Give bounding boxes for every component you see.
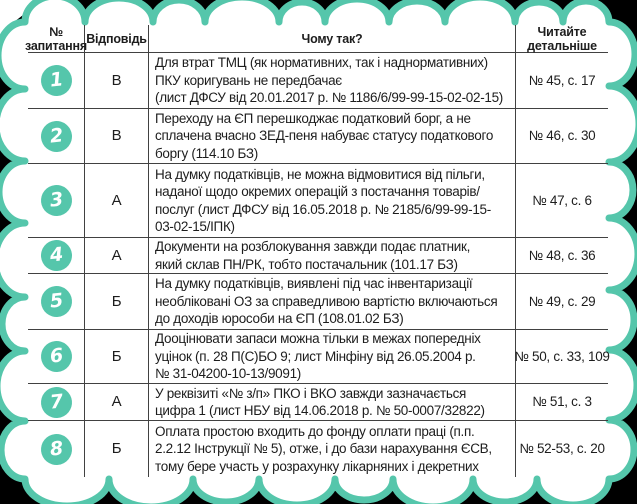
question-number-badge: 8 — [38, 431, 74, 467]
table-row-7-answer: А — [85, 384, 149, 421]
question-number-badge: 2 — [38, 118, 74, 154]
table-row-8-why: Оплата простою входить до фонду оплати п… — [149, 421, 516, 477]
table-row-1-read-more: № 45, с. 17 — [516, 53, 608, 109]
table-row-3-answer: А — [85, 164, 149, 238]
question-number-badge: 1 — [38, 63, 74, 98]
column-header-read-more: Читайте детальніше — [516, 25, 608, 53]
question-number-badge: 6 — [38, 339, 74, 374]
table-row-4-read-more: № 48, с. 36 — [516, 238, 608, 274]
table-row-4-number-cell: 4 — [28, 238, 85, 274]
table-row-6-why: Дооцінювати запаси можна тільки в межах … — [149, 330, 516, 384]
table-row-4-answer: А — [85, 238, 149, 274]
table-row-1-number-cell: 1 — [28, 53, 85, 109]
table-row-7-why: У реквізиті «№ з/п» ПКО і ВКО завжди заз… — [149, 384, 516, 421]
table-row-6-read-more: № 50, с. 33, 109 — [514, 330, 610, 384]
question-number-badge: 4 — [38, 238, 74, 273]
table-row-8-number-cell: 8 — [28, 421, 85, 477]
column-header-why: Чому так? — [149, 25, 516, 53]
column-header-question-number: № запитання — [25, 24, 87, 53]
table-row-5-answer: Б — [85, 274, 149, 330]
table-row-5-why: На думку податківців, виявлені під час і… — [149, 274, 516, 330]
table-row-3-why: На думку податківців, не можна відмовити… — [149, 164, 516, 238]
table-row-2-number-cell: 2 — [28, 109, 85, 164]
table-row-5-number-cell: 5 — [28, 274, 85, 330]
answers-table: № запитання Відповідь Чому так? Читайте … — [25, 24, 610, 477]
table-row-1-answer: В — [85, 53, 149, 109]
table-row-6-number-cell: 6 — [28, 330, 85, 384]
table-row-3-number-cell: 3 — [28, 164, 85, 238]
question-number-badge: 5 — [38, 284, 74, 319]
table-row-6-answer: Б — [85, 330, 149, 384]
table-row-2-read-more: № 46, с. 30 — [516, 109, 608, 164]
table-row-5-read-more: № 49, с. 29 — [516, 274, 608, 330]
question-number-badge: 3 — [38, 183, 74, 218]
table-row-1-why: Для втрат ТМЦ (як нормативних, так і над… — [149, 53, 516, 109]
table-row-4-why: Документи на розблокування завжди подає … — [149, 238, 516, 274]
question-number-badge: 7 — [38, 384, 74, 420]
table-row-8-answer: Б — [85, 421, 149, 477]
table-row-7-number-cell: 7 — [28, 384, 85, 421]
table-row-2-answer: В — [85, 109, 149, 164]
table-row-3-read-more: № 47, с. 6 — [516, 164, 608, 238]
table-row-2-why: Переходу на ЄП перешкоджає податковий бо… — [149, 109, 516, 164]
table-row-8-read-more: № 52-53, с. 20 — [519, 441, 605, 457]
corner-white-patch — [0, 0, 46, 58]
column-header-answer: Відповідь — [85, 25, 149, 53]
table-row-7-read-more: № 51, с. 3 — [516, 384, 608, 421]
